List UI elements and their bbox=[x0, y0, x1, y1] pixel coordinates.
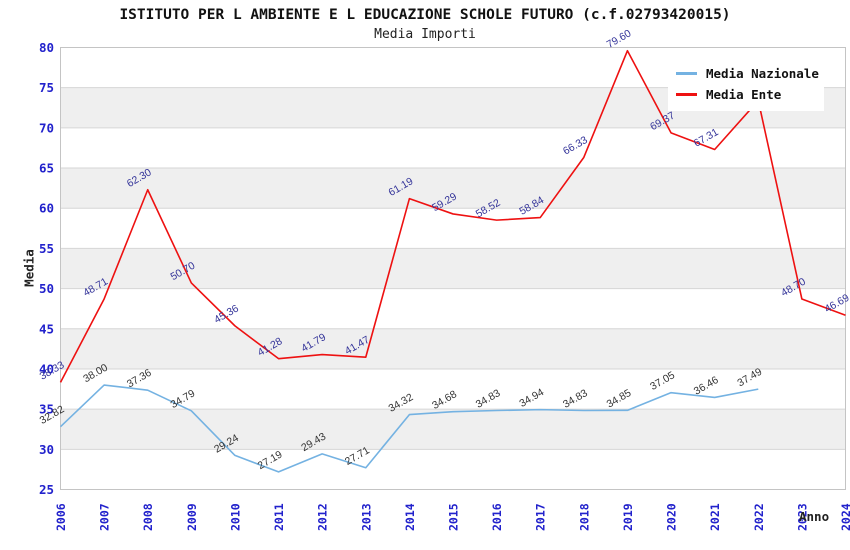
grid-band bbox=[60, 449, 846, 490]
grid-band bbox=[60, 288, 846, 329]
x-tick-label: 2013 bbox=[359, 503, 373, 531]
x-tick-label: 2012 bbox=[316, 503, 330, 531]
y-tick-label: 40 bbox=[39, 361, 54, 376]
legend-line-swatch-nazionale bbox=[676, 72, 697, 75]
legend-item-media-ente: Media Ente bbox=[676, 84, 824, 105]
x-tick-label: 2006 bbox=[54, 503, 68, 531]
y-tick-label: 65 bbox=[39, 161, 54, 176]
grid-band bbox=[60, 127, 846, 169]
y-tick-label: 75 bbox=[39, 80, 54, 95]
x-tick-label: 2020 bbox=[665, 503, 679, 531]
grid-band bbox=[60, 168, 846, 209]
media-nazionale-line bbox=[59, 384, 759, 473]
x-tick-label: 2010 bbox=[228, 503, 242, 531]
legend-item-media-nazionale: Media Nazionale bbox=[676, 63, 824, 84]
y-tick-label: 25 bbox=[39, 482, 54, 497]
y-tick-label: 60 bbox=[39, 201, 54, 216]
chart-title: ISTITUTO PER L AMBIENTE E L EDUCAZIONE S… bbox=[119, 7, 731, 23]
x-tick-label: 2023 bbox=[795, 503, 809, 531]
x-tick-label: 2014 bbox=[403, 503, 417, 531]
x-tick-label: 2009 bbox=[185, 503, 199, 531]
x-tick-label: 2015 bbox=[447, 503, 461, 531]
legend-label-media-nazionale: Media Nazionale bbox=[706, 66, 819, 81]
y-axis-title: Media bbox=[21, 249, 37, 287]
legend-line-swatch-ente bbox=[676, 93, 697, 96]
grid-band bbox=[60, 368, 846, 410]
legend: Media Nazionale Media Ente bbox=[668, 58, 824, 111]
grid-band bbox=[60, 208, 846, 249]
x-tick-label: 2011 bbox=[272, 503, 286, 531]
x-tick-label: 2019 bbox=[621, 503, 635, 531]
y-tick-label: 35 bbox=[39, 402, 54, 417]
x-tick-label: 2017 bbox=[534, 503, 548, 531]
y-tick-label: 45 bbox=[39, 321, 54, 336]
x-tick-label: 2018 bbox=[577, 503, 591, 531]
y-tick-label: 55 bbox=[39, 241, 54, 256]
x-tick-label: 2021 bbox=[708, 503, 722, 531]
legend-label-media-ente: Media Ente bbox=[706, 87, 782, 102]
x-tick-label: 2016 bbox=[490, 503, 504, 531]
media-ente-line bbox=[59, 49, 846, 383]
y-tick-label: 80 bbox=[39, 40, 54, 55]
y-tick-label: 50 bbox=[39, 281, 54, 296]
x-tick-label: 2022 bbox=[752, 503, 766, 531]
x-tick-label: 2008 bbox=[141, 503, 155, 531]
grid-band bbox=[60, 328, 846, 369]
y-tick-label: 30 bbox=[39, 442, 54, 457]
grid-band bbox=[60, 409, 846, 450]
x-tick-label: 2007 bbox=[98, 503, 112, 531]
x-tick-label: 2024 bbox=[839, 503, 850, 531]
chart-subtitle: Media Importi bbox=[374, 27, 476, 42]
y-tick-label: 70 bbox=[39, 120, 54, 135]
plot-border bbox=[60, 47, 846, 490]
x-axis-title: Anno bbox=[799, 509, 830, 524]
